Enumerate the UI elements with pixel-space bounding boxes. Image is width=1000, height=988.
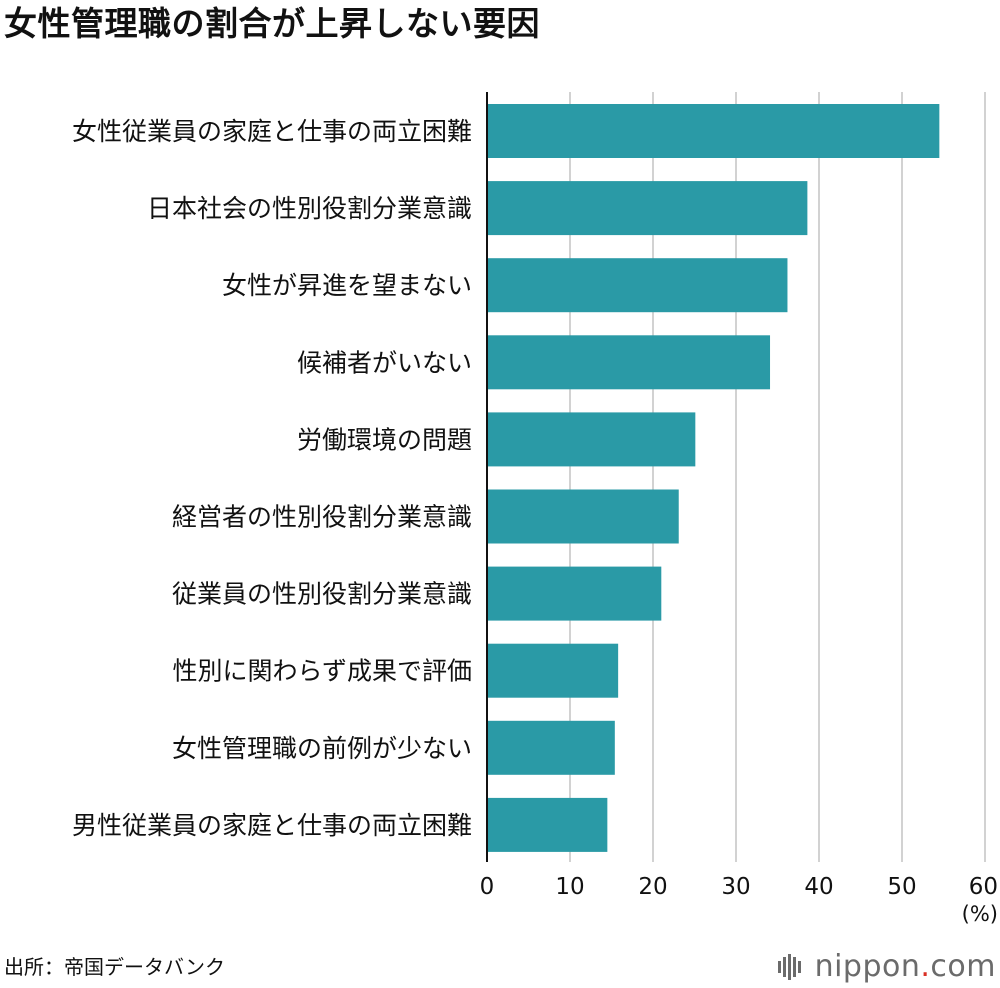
category-label: 経営者の性別役割分業意識: [172, 503, 472, 532]
bar: [487, 566, 662, 621]
category-label: 女性が昇進を望まない: [222, 271, 472, 300]
category-label: 日本社会の性別役割分業意識: [147, 194, 472, 223]
x-tick-label: 20: [638, 874, 667, 900]
logo-text: nippon.com: [815, 948, 996, 986]
category-label: 候補者がいない: [297, 348, 472, 377]
x-tick-label: 10: [555, 874, 584, 900]
logo-dot: .: [920, 949, 931, 984]
bar: [487, 412, 696, 467]
category-label: 性別に関わらず成果で評価: [172, 657, 472, 686]
bar: [487, 643, 619, 698]
bar: [487, 720, 615, 775]
category-label: 女性管理職の前例が少ない: [172, 734, 472, 763]
x-tick-label: 50: [887, 874, 916, 900]
bar: [487, 258, 788, 313]
bar: [487, 335, 771, 390]
category-label: 女性従業員の家庭と仕事の両立困難: [72, 117, 472, 146]
nippon-logo-icon: [777, 954, 801, 980]
x-tick-label: 0: [480, 874, 495, 900]
bar: [487, 104, 940, 158]
logo-name: nippon: [814, 949, 921, 984]
bar: [487, 797, 608, 852]
chart-title: 女性管理職の割合が上昇しない要因: [4, 4, 540, 43]
x-tick-label: 30: [721, 874, 750, 900]
bar: [487, 489, 679, 544]
category-label: 男性従業員の家庭と仕事の両立困難: [72, 811, 472, 840]
x-tick-label: 40: [804, 874, 833, 900]
x-tick-label: 60: [969, 874, 998, 900]
source-note: 出所：帝国データバンク: [4, 955, 225, 979]
logo-tld: com: [930, 949, 996, 984]
category-label: 従業員の性別役割分業意識: [172, 580, 472, 609]
category-label: 労働環境の問題: [297, 425, 472, 454]
bar: [487, 181, 808, 236]
nippon-com-logo: nippon.com: [777, 948, 996, 986]
unit-label: (%): [962, 902, 998, 926]
